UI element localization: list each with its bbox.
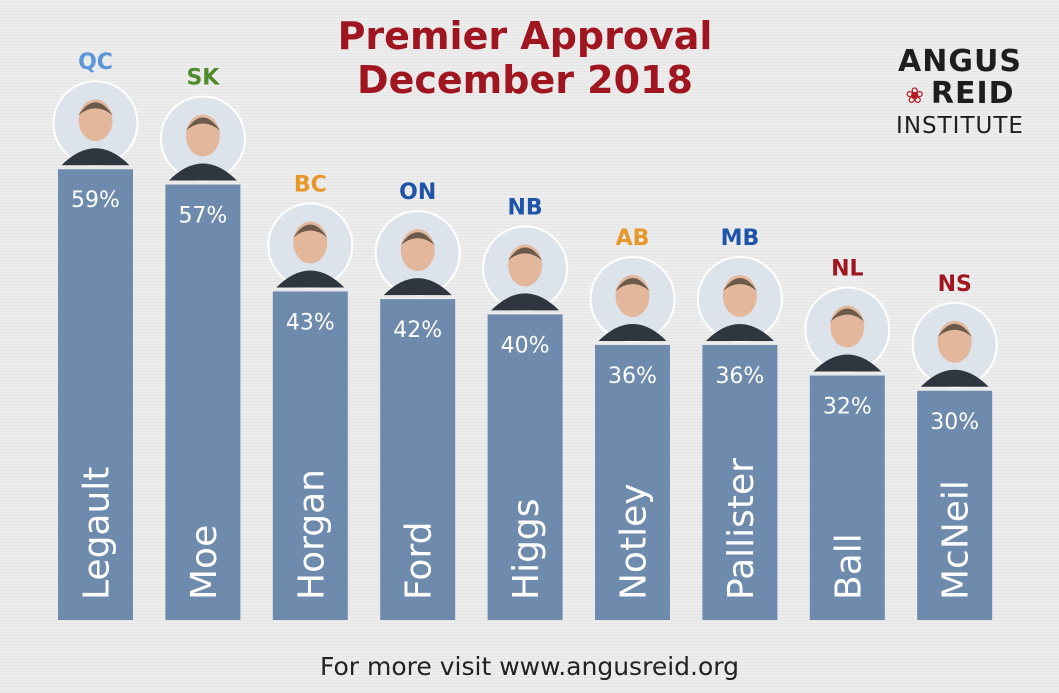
province-label-on: ON xyxy=(399,180,436,205)
photo-hair xyxy=(937,323,972,337)
photo-suit xyxy=(920,369,989,387)
premier-photo-pallister xyxy=(696,255,783,342)
photo-suit xyxy=(61,148,130,166)
premier-name-ball: Ball xyxy=(828,533,869,600)
photo-hair xyxy=(400,232,435,246)
bar-ford xyxy=(380,299,456,620)
bar-legault xyxy=(58,169,133,621)
province-label-bc: BC xyxy=(294,172,327,197)
photo-suit xyxy=(383,278,452,296)
photo-hair xyxy=(722,277,757,291)
value-label-higgs: 40% xyxy=(501,333,550,358)
value-label-mcneil: 30% xyxy=(930,410,979,435)
premier-name-legault: Legault xyxy=(77,467,118,600)
photo-hair xyxy=(78,102,113,116)
photo-hair xyxy=(615,277,650,291)
photo-suit xyxy=(598,323,667,341)
value-label-legault: 59% xyxy=(71,188,120,213)
province-label-sk: SK xyxy=(186,66,220,91)
logo-line-2: REID xyxy=(930,76,1015,111)
logo-line-3: INSTITUTE xyxy=(896,113,1024,139)
premier-photo-horgan xyxy=(267,202,354,289)
premier-name-pallister: Pallister xyxy=(721,458,762,600)
bar-notley xyxy=(595,344,670,620)
province-label-nl: NL xyxy=(831,257,863,282)
province-label-mb: MB xyxy=(721,226,760,251)
value-label-ford: 42% xyxy=(393,318,442,343)
province-label-ab: AB xyxy=(616,226,650,251)
angus-reid-logo: ANGUS ❀ REID INSTITUTE xyxy=(880,44,1040,140)
premier-name-notley: Notley xyxy=(614,483,655,600)
premier-name-horgan: Horgan xyxy=(291,469,332,600)
photo-suit xyxy=(276,270,345,288)
premier-photo-legault xyxy=(52,80,139,167)
bar-moe xyxy=(165,184,241,620)
premier-name-ford: Ford xyxy=(399,522,440,600)
photo-suit xyxy=(491,293,560,311)
photo-hair xyxy=(508,247,543,261)
maple-leaf-icon: ❀ xyxy=(905,84,925,109)
premier-photo-notley xyxy=(589,255,676,342)
title-line-1: Premier Approval xyxy=(337,14,713,58)
value-label-pallister: 36% xyxy=(715,364,764,389)
value-label-notley: 36% xyxy=(608,364,657,389)
photo-suit xyxy=(168,163,237,181)
photo-hair xyxy=(185,117,220,131)
photo-suit xyxy=(813,354,882,372)
province-label-nb: NB xyxy=(508,195,543,220)
bar-higgs xyxy=(487,314,563,620)
photo-suit xyxy=(705,323,774,341)
bar-mcneil xyxy=(917,390,993,620)
chart-title: Premier Approval December 2018 xyxy=(250,14,800,102)
value-label-ball: 32% xyxy=(823,395,872,420)
title-line-2: December 2018 xyxy=(357,58,693,102)
premier-photo-ball xyxy=(804,286,891,373)
premier-name-higgs: Higgs xyxy=(506,498,547,600)
photo-hair xyxy=(830,308,865,322)
premier-photo-higgs xyxy=(482,225,569,312)
footer-link-text[interactable]: For more visit www.angusreid.org xyxy=(320,652,739,681)
province-label-qc: QC xyxy=(78,50,113,75)
premier-photo-ford xyxy=(374,210,461,297)
premier-photo-mcneil xyxy=(911,301,998,388)
bar-pallister xyxy=(702,344,778,620)
premier-name-mcneil: McNeil xyxy=(936,480,977,600)
premier-photo-moe xyxy=(159,95,246,182)
logo-line-1: ANGUS xyxy=(898,44,1022,79)
bar-horgan xyxy=(272,291,348,620)
value-label-horgan: 43% xyxy=(286,310,335,335)
province-label-ns: NS xyxy=(938,272,972,297)
photo-hair xyxy=(293,224,328,238)
premier-name-moe: Moe xyxy=(184,525,225,600)
bar-ball xyxy=(809,375,885,620)
logo-line-2-row: ❀ REID xyxy=(880,78,1040,113)
value-label-moe: 57% xyxy=(178,204,227,229)
